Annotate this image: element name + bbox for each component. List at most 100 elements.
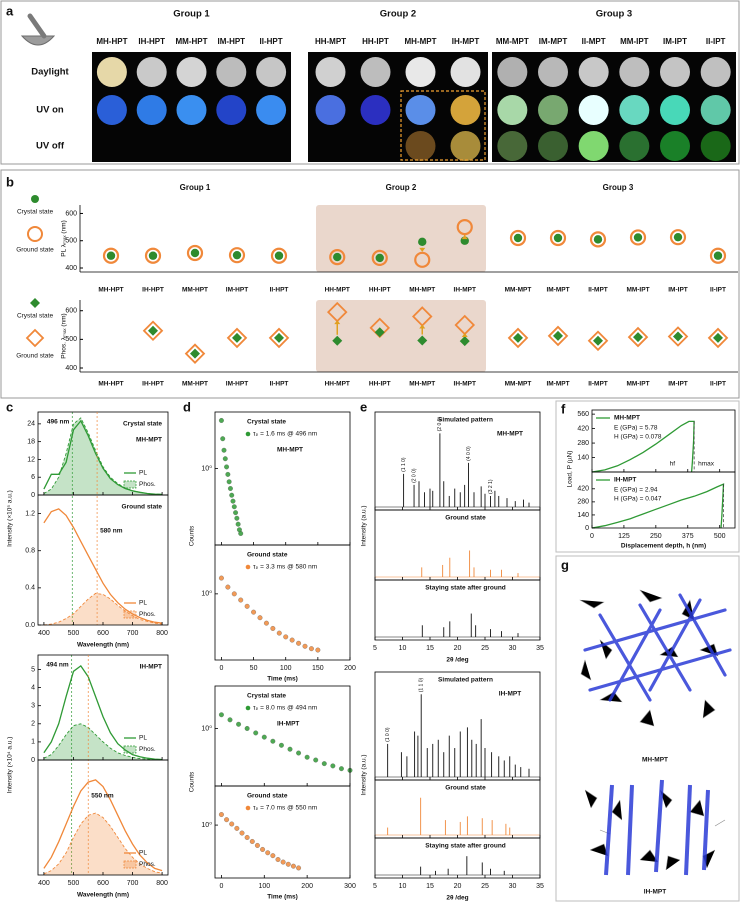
axes-frame — [214, 785, 351, 879]
pattern-label: Ground state — [445, 785, 486, 792]
y-tick-label: 1.2 — [25, 510, 35, 517]
decay-point — [244, 603, 250, 609]
sample-photo — [360, 57, 391, 87]
y-axis-label: Intensity (a.u.) — [361, 505, 368, 546]
sample-photo — [700, 57, 731, 87]
crystal-marker — [553, 233, 563, 243]
legend-marker — [245, 705, 251, 711]
x-tick-label: 250 — [650, 533, 662, 540]
x-tick-label: 25 — [481, 645, 489, 652]
decay-point — [296, 750, 302, 756]
decay-point — [218, 418, 224, 423]
category-label: MH-MPT — [409, 287, 435, 294]
hardness-label: H (GPa) = 0.078 — [614, 434, 662, 441]
crystal-marker — [418, 237, 427, 247]
category-label: II-MPT — [588, 287, 608, 294]
category-label: IM-IPT — [668, 287, 688, 294]
transition-arrowhead — [419, 324, 426, 329]
axes-frame — [591, 471, 736, 529]
y-tick-label: 0 — [31, 492, 35, 499]
pattern-label: Staying state after ground — [425, 585, 506, 592]
crystal-marker — [375, 253, 384, 263]
x-tick-label: 35 — [536, 645, 544, 652]
ground-marker — [707, 327, 729, 349]
decay-point — [233, 510, 239, 516]
decay-point — [270, 738, 276, 744]
ground-marker — [456, 218, 473, 236]
y-tick-label: 400 — [65, 365, 77, 372]
sample-photo — [176, 57, 207, 87]
category-label: II-HPT — [270, 287, 289, 294]
sample-name: MM-MPT — [496, 37, 529, 46]
crystal-marker — [513, 233, 523, 243]
modulus-label: E (GPa) = 5.78 — [614, 425, 658, 432]
x-tick-label: 100 — [280, 665, 292, 672]
sample-name: IM-HPT — [218, 37, 246, 46]
decay-point — [313, 757, 319, 763]
y-tick-label: 0.4 — [25, 585, 35, 592]
x-tick-label: 0 — [590, 533, 594, 540]
y-tick-label: 0.0 — [25, 622, 35, 629]
panel-letter: g — [561, 557, 569, 572]
category-label: MM-MPT — [505, 381, 532, 388]
y-tick-label: 10⁰ — [201, 724, 212, 732]
photo-background — [492, 52, 736, 162]
y-tick-label: 4 — [31, 684, 35, 691]
x-tick-label: 5 — [373, 883, 377, 890]
y-tick-label: 6 — [31, 474, 35, 481]
peak-label: (3 2 1) — [488, 479, 494, 494]
hf-label: hf — [670, 461, 676, 468]
pattern-label: Staying state after ground — [425, 843, 506, 850]
sample-photo — [256, 95, 287, 125]
load-curve — [591, 420, 695, 473]
subplot-text: Ground state — [122, 504, 163, 511]
crystal-marker — [673, 331, 683, 342]
y-tick-label: 400 — [65, 265, 77, 272]
x-tick-label: 200 — [344, 665, 356, 672]
pattern-label: Simulated pattern — [438, 677, 493, 684]
crystal-marker — [148, 251, 158, 260]
sample-photo — [315, 95, 346, 125]
decay-point — [225, 471, 231, 477]
sample-name: HH-MPT — [315, 37, 346, 46]
legend-label: Phos. — [139, 861, 156, 868]
ground-marker — [709, 247, 727, 264]
sample-photo — [96, 95, 127, 125]
peak-label: (1 0 0) — [385, 727, 391, 742]
decay-point — [234, 825, 240, 831]
decay-point — [276, 630, 282, 636]
crystal-marker — [274, 332, 284, 343]
ground-marker — [144, 247, 162, 264]
sample-photo — [538, 57, 568, 87]
decay-point — [289, 637, 295, 643]
ground-marker — [268, 327, 290, 349]
category-label: II-HPT — [270, 381, 289, 388]
peak-label: (4 0 0) — [466, 446, 472, 461]
crystal-marker — [553, 330, 563, 341]
y-tick-label: 18 — [27, 438, 35, 445]
state-label: Crystal state — [247, 693, 286, 700]
category-label: MM-MPT — [505, 287, 532, 294]
decay-point — [227, 486, 233, 491]
x-tick-label: 600 — [97, 630, 109, 637]
decay-point — [218, 712, 224, 718]
phos-area — [43, 593, 163, 625]
decay-point — [222, 456, 228, 462]
category-label: HH-MPT — [325, 381, 350, 388]
y-axis-label: Intensity (×10⁴ a.u.) — [7, 737, 14, 794]
peak-label: 580 nm — [100, 528, 123, 535]
peak-label: 494 nm — [46, 662, 69, 669]
crystal-structure-ih — [584, 779, 726, 876]
crystal-marker — [633, 332, 643, 343]
y-tick-label: 600 — [65, 210, 77, 217]
x-tick-label: 800 — [156, 880, 168, 887]
crystal-marker — [593, 235, 603, 244]
category-label: MM-IPT — [626, 287, 649, 294]
category-label: II-IPT — [710, 287, 726, 294]
ground-marker — [371, 249, 388, 267]
crystal-marker — [417, 335, 428, 346]
ground-marker — [509, 229, 527, 247]
sample-photo — [578, 131, 609, 161]
decay-point — [235, 521, 241, 527]
structure-label: IH-MPT — [644, 889, 666, 896]
